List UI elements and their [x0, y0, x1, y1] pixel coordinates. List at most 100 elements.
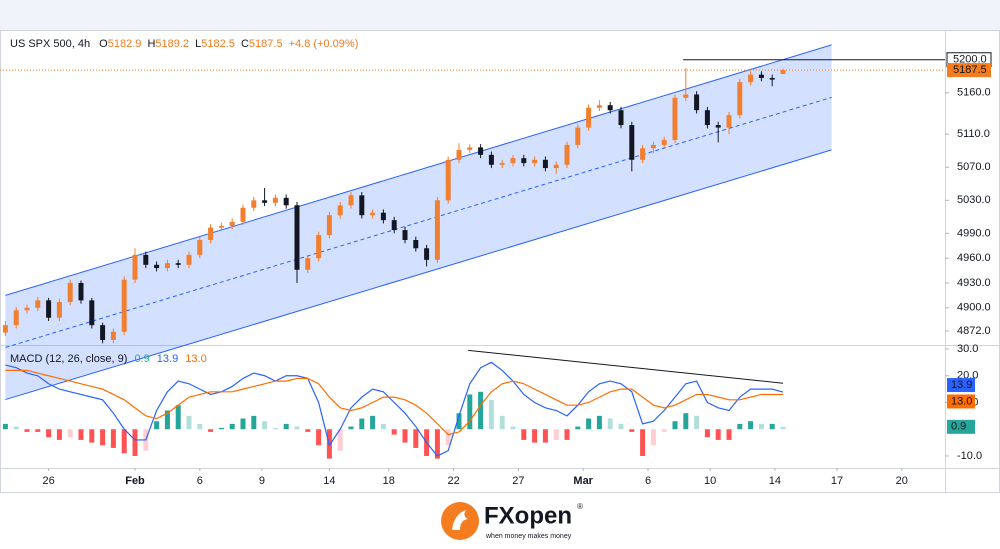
histogram-bar — [607, 418, 613, 430]
candle-body — [672, 97, 678, 140]
resistance-label: 5200.0 — [953, 54, 987, 66]
ohlc-value: 5182.9 — [108, 38, 142, 50]
histogram-bar — [737, 423, 743, 430]
candle-body — [337, 205, 343, 216]
candle-body — [780, 70, 786, 74]
x-tick-label: 27 — [512, 475, 524, 487]
histogram-bar — [521, 429, 527, 440]
candle-body — [586, 107, 592, 128]
y-tick-label: 5160.0 — [957, 87, 991, 99]
histogram-bar — [186, 415, 192, 430]
histogram-bar — [370, 415, 376, 430]
ohlc-value: 5187.5 — [249, 38, 283, 50]
plot-layer — [0, 44, 945, 459]
chart-header: US SPX 500, 4h O5182.9 H5189.2 L5182.5 C… — [10, 38, 358, 50]
candle-body — [456, 149, 462, 160]
x-tick-label: 9 — [259, 475, 265, 487]
ohlc-value: 5182.5 — [201, 38, 235, 50]
x-tick-label: Mar — [573, 475, 593, 487]
last-value-label: 0.9 — [951, 421, 966, 433]
histogram-bar — [380, 423, 386, 430]
channel-upper — [5, 44, 832, 296]
histogram-bar — [13, 426, 19, 430]
candle-body — [640, 148, 646, 160]
candle-body — [208, 227, 214, 240]
macd-header: MACD (12, 26, close, 9) 0.9 13.9 13.0 — [10, 353, 207, 365]
ohlc-label: C — [241, 38, 249, 50]
histogram-bar — [164, 410, 170, 430]
histogram-bar — [510, 426, 516, 430]
histogram-bar — [553, 429, 559, 440]
histogram-bar — [35, 429, 41, 432]
candle-body — [402, 230, 408, 240]
brand-name: FXopen — [484, 502, 572, 529]
histogram-bar — [316, 429, 322, 446]
histogram-bar — [24, 429, 30, 432]
symbol: US SPX 500, 4h — [10, 38, 90, 50]
candle-body — [197, 240, 203, 255]
histogram-bar — [100, 429, 106, 446]
macd-title: MACD (12, 26, close, 9) — [10, 353, 127, 365]
histogram-bar — [478, 391, 484, 430]
x-tick-label: 20 — [896, 475, 908, 487]
histogram-bar — [467, 394, 473, 430]
candle-body — [607, 105, 613, 111]
histogram-bar — [650, 429, 656, 446]
signal-value: 13.0 — [185, 353, 206, 365]
registered-mark: ® — [577, 502, 583, 511]
footer-logo: FXopen ® when money makes money — [441, 502, 583, 540]
candle-body — [694, 94, 700, 111]
histogram-bar — [542, 429, 548, 443]
y-tick-label: 30.0 — [957, 343, 978, 355]
candle-body — [737, 82, 743, 116]
candle-body — [380, 212, 386, 221]
histogram-bar — [618, 423, 624, 430]
top-band — [0, 0, 1000, 30]
histogram-value: 0.9 — [134, 353, 149, 365]
histogram-bar — [564, 429, 570, 440]
last-value-label: 13.9 — [951, 379, 972, 391]
x-tick-label: 18 — [383, 475, 395, 487]
candle-body — [445, 159, 451, 201]
y-tick-label: 5070.0 — [957, 161, 991, 173]
histogram-bar — [240, 418, 246, 430]
histogram-bar — [391, 429, 397, 435]
histogram-bar — [629, 429, 635, 432]
candle-body — [240, 207, 246, 222]
histogram-bar — [640, 429, 646, 456]
candle-body — [2, 325, 8, 333]
histogram-bar — [456, 413, 462, 430]
macd-line — [5, 361, 784, 457]
candle-body — [305, 258, 311, 270]
x-tick-label: 10 — [704, 475, 716, 487]
histogram-bar — [683, 413, 689, 430]
histogram-bar — [359, 418, 365, 430]
histogram-bar — [726, 429, 732, 440]
histogram-bar — [672, 421, 678, 430]
histogram-bar — [337, 429, 343, 451]
channel-median — [5, 96, 832, 348]
candle-body — [78, 282, 84, 301]
histogram-bar — [413, 429, 419, 448]
histogram-bar — [575, 426, 581, 430]
x-tick-label: 6 — [645, 475, 651, 487]
histogram-bar — [758, 423, 764, 430]
candle-body — [132, 254, 138, 280]
channel-lower — [5, 149, 832, 401]
price-change: +4.8 (+0.09%) — [289, 38, 359, 50]
histogram-bar — [262, 421, 268, 430]
histogram-bar — [132, 429, 138, 456]
y-tick-label: -10.0 — [957, 450, 982, 462]
candle-body — [488, 154, 494, 165]
candle-body — [618, 110, 624, 126]
macd-value: 13.9 — [157, 353, 178, 365]
ohlc-label: H — [147, 38, 155, 50]
histogram-bar — [46, 429, 52, 438]
histogram-bar — [348, 426, 354, 430]
candle-body — [683, 94, 689, 98]
candle-body — [175, 263, 181, 265]
histogram-bar — [294, 426, 300, 430]
candle-body — [110, 331, 116, 341]
histogram-bar — [748, 421, 754, 430]
